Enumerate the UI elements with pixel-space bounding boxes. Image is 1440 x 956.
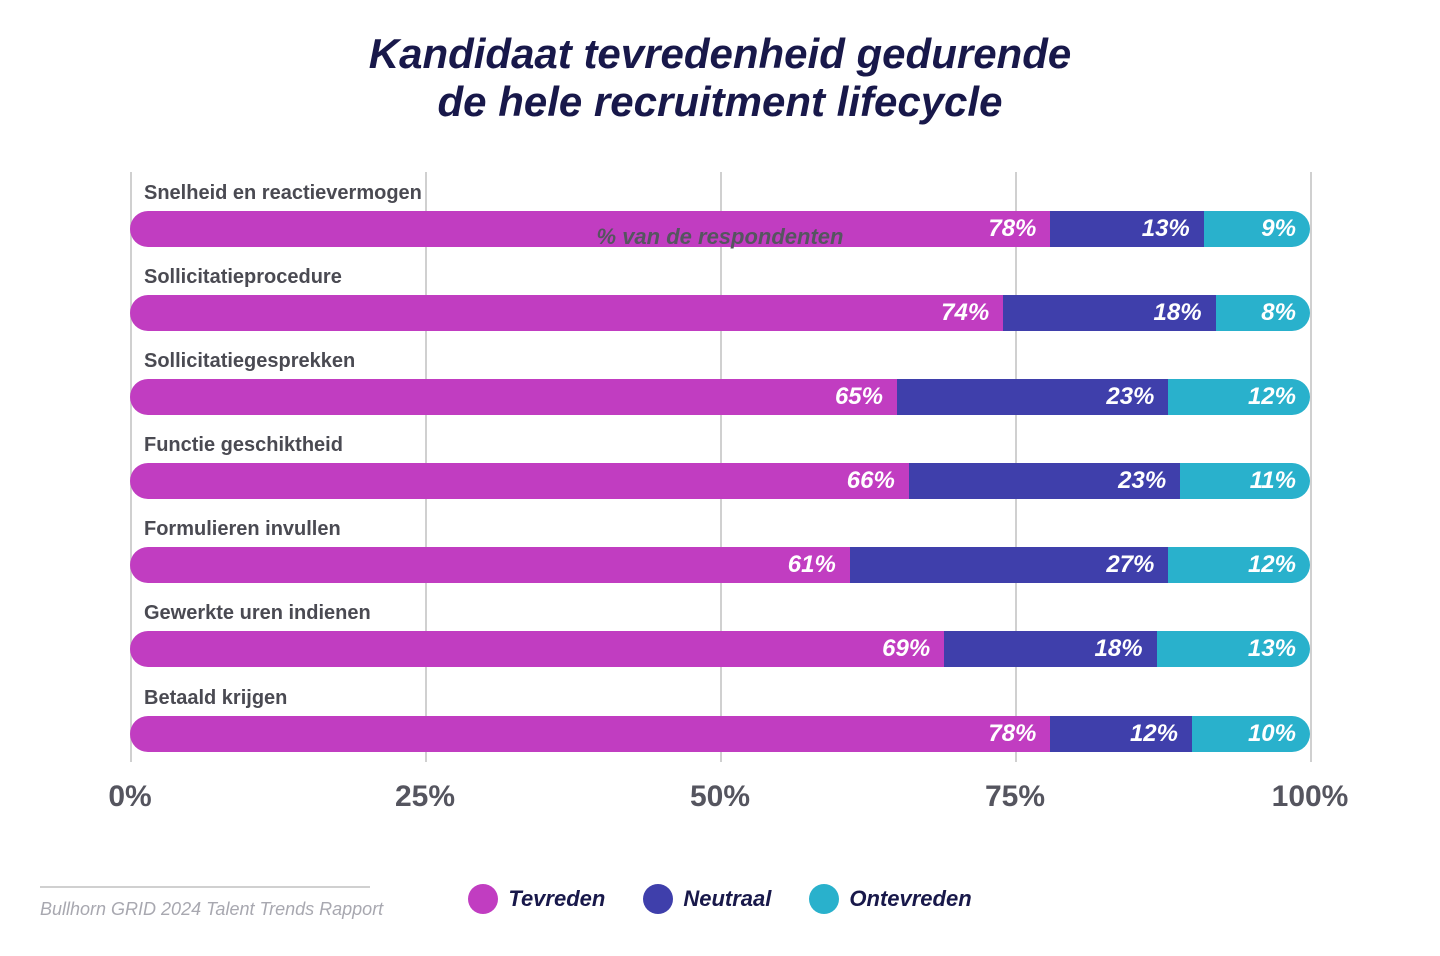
bar-segment-ontevreden: 9% — [1204, 211, 1310, 247]
bar-segment-value: 69% — [882, 635, 930, 663]
legend-item-tevreden: Tevreden — [468, 884, 605, 914]
bar-segment-value: 10% — [1248, 720, 1296, 748]
x-tick-label: 75% — [985, 780, 1045, 814]
bar-segment-value: 11% — [1250, 467, 1296, 495]
chart-area: Snelheid en reactievermogen 78% 13% 9% Solli… — [130, 172, 1310, 914]
bar-row: Formulieren invullen 61% 27% 12% — [130, 518, 1310, 583]
bar-segment-value: 78% — [988, 215, 1036, 243]
bar-segment-ontevreden: 13% — [1157, 631, 1310, 667]
stacked-bar: 66% 23% 11% — [130, 463, 1310, 499]
x-tick-label: 100% — [1272, 780, 1349, 814]
bar-segment-ontevreden: 8% — [1216, 295, 1310, 331]
footer-source: Bullhorn GRID 2024 Talent Trends Rapport — [40, 899, 383, 920]
stacked-bar: 69% 18% 13% — [130, 631, 1310, 667]
bar-row-label: Sollicitatiegesprekken — [130, 350, 1310, 373]
bar-segment-tevreden: 69% — [130, 631, 944, 667]
bar-segment-tevreden: 66% — [130, 463, 909, 499]
x-tick-label: 50% — [690, 780, 750, 814]
bar-segment-value: 23% — [1106, 383, 1154, 411]
bar-row: Functie geschiktheid 66% 23% 11% — [130, 434, 1310, 499]
bar-segment-value: 13% — [1248, 635, 1296, 663]
bar-segment-ontevreden: 10% — [1192, 716, 1310, 752]
bar-segment-value: 27% — [1106, 551, 1154, 579]
stacked-bar: 65% 23% 12% — [130, 379, 1310, 415]
bar-row-label: Snelheid en reactievermogen — [130, 182, 1310, 205]
footer-divider — [40, 886, 370, 888]
legend-label: Ontevreden — [849, 886, 971, 912]
chart-title-line2: de hele recruitment lifecycle — [60, 78, 1380, 126]
bar-segment-value: 8% — [1261, 299, 1296, 327]
bar-row: Sollicitatiegesprekken 65% 23% 12% — [130, 350, 1310, 415]
gridline — [1310, 172, 1312, 762]
bar-segment-value: 78% — [988, 720, 1036, 748]
bar-segment-value: 66% — [847, 467, 895, 495]
bar-row: Gewerkte uren indienen 69% 18% 13% — [130, 602, 1310, 667]
stacked-bar: 74% 18% 8% — [130, 295, 1310, 331]
legend-swatch — [468, 884, 498, 914]
bar-segment-tevreden: 74% — [130, 295, 1003, 331]
plot-area: Snelheid en reactievermogen 78% 13% 9% Solli… — [130, 172, 1310, 762]
bar-segment-value: 13% — [1142, 215, 1190, 243]
bar-segment-tevreden: 78% — [130, 211, 1050, 247]
bar-segment-neutraal: 18% — [1003, 295, 1215, 331]
bar-segment-neutraal: 27% — [850, 547, 1169, 583]
x-tick-label: 0% — [108, 780, 151, 814]
bar-segment-ontevreden: 12% — [1168, 379, 1310, 415]
x-axis: 0%25%50%75%100% — [130, 774, 1310, 822]
bar-row: Betaald krijgen 78% 12% 10% — [130, 687, 1310, 752]
bar-segment-neutraal: 18% — [944, 631, 1156, 667]
x-axis-title: % van de respondenten — [597, 224, 844, 250]
chart-title: Kandidaat tevredenheid gedurende de hele… — [60, 30, 1380, 127]
bar-segment-ontevreden: 12% — [1168, 547, 1310, 583]
bar-segment-tevreden: 78% — [130, 716, 1050, 752]
stacked-bar: 78% 12% 10% — [130, 716, 1310, 752]
bar-segment-neutraal: 23% — [909, 463, 1180, 499]
bar-row-label: Betaald krijgen — [130, 687, 1310, 710]
bar-row-label: Gewerkte uren indienen — [130, 602, 1310, 625]
bar-segment-value: 23% — [1118, 467, 1166, 495]
legend-item-ontevreden: Ontevreden — [809, 884, 971, 914]
legend-label: Neutraal — [683, 886, 771, 912]
bar-segment-value: 61% — [788, 551, 836, 579]
bar-segment-value: 18% — [1154, 299, 1202, 327]
legend-swatch — [809, 884, 839, 914]
legend-label: Tevreden — [508, 886, 605, 912]
bar-segment-value: 9% — [1261, 215, 1296, 243]
bar-segment-value: 12% — [1130, 720, 1178, 748]
bar-segment-value: 74% — [941, 299, 989, 327]
bar-segment-value: 18% — [1095, 635, 1143, 663]
legend-item-neutraal: Neutraal — [643, 884, 771, 914]
chart-title-line1: Kandidaat tevredenheid gedurende — [60, 30, 1380, 78]
bar-segment-value: 12% — [1248, 551, 1296, 579]
bar-segment-neutraal: 13% — [1050, 211, 1203, 247]
bar-segment-value: 12% — [1248, 383, 1296, 411]
bar-row-label: Functie geschiktheid — [130, 434, 1310, 457]
x-tick-label: 25% — [395, 780, 455, 814]
stacked-bar: 61% 27% 12% — [130, 547, 1310, 583]
bar-segment-tevreden: 61% — [130, 547, 850, 583]
bar-row-label: Formulieren invullen — [130, 518, 1310, 541]
bar-segment-value: 65% — [835, 383, 883, 411]
bar-segment-tevreden: 65% — [130, 379, 897, 415]
bar-row-label: Sollicitatieprocedure — [130, 266, 1310, 289]
bar-rows: Snelheid en reactievermogen 78% 13% 9% Solli… — [130, 182, 1310, 752]
bar-segment-neutraal: 12% — [1050, 716, 1192, 752]
bar-row: Sollicitatieprocedure 74% 18% 8% — [130, 266, 1310, 331]
legend-swatch — [643, 884, 673, 914]
bar-segment-neutraal: 23% — [897, 379, 1168, 415]
bar-segment-ontevreden: 11% — [1180, 463, 1310, 499]
